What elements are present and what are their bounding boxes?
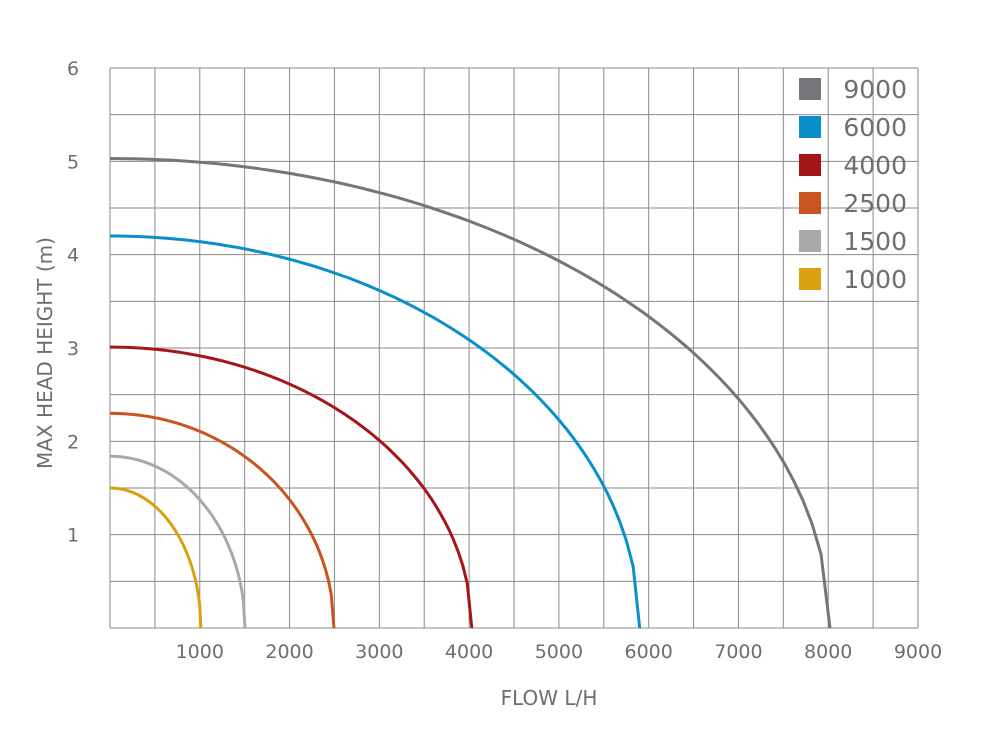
y-tick-label: 2 — [67, 431, 79, 453]
series-line-1000 — [110, 486, 203, 629]
x-tick-label: 9000 — [894, 641, 942, 663]
x-axis-label: FLOW L/H — [501, 686, 598, 710]
curves — [109, 157, 832, 629]
legend-label: 4000 — [843, 151, 907, 180]
x-tick-label: 8000 — [804, 641, 852, 663]
legend-swatch-4000 — [799, 154, 821, 176]
legend-swatch-9000 — [799, 78, 821, 100]
x-tick-labels: 1000 2000 3000 4000 5000 6000 7000 8000 9000 — [176, 641, 943, 663]
y-tick-label: 6 — [67, 58, 79, 80]
legend-label: 1000 — [843, 265, 907, 294]
legend-swatch-6000 — [799, 116, 821, 138]
x-tick-label: 5000 — [535, 641, 583, 663]
legend-swatch-1500 — [799, 230, 821, 252]
x-tick-label: 2000 — [265, 641, 313, 663]
x-tick-label: 6000 — [624, 641, 672, 663]
y-tick-label: 3 — [67, 338, 79, 360]
series-line-4000 — [110, 345, 474, 629]
y-tick-label: 1 — [67, 525, 79, 547]
x-tick-label: 1000 — [176, 641, 224, 663]
legend-swatch-1000 — [799, 268, 821, 290]
legend-label: 9000 — [843, 75, 907, 104]
legend-swatch-2500 — [799, 192, 821, 214]
series-line-9000 — [109, 157, 832, 629]
grid — [109, 67, 919, 629]
series-line-1500 — [110, 454, 247, 629]
y-axis-label: MAX HEAD HEIGHT (m) — [33, 237, 57, 469]
x-tick-label: 3000 — [355, 641, 403, 663]
series-line-2500 — [109, 411, 336, 629]
y-tick-label: 4 — [67, 245, 79, 267]
legend-label: 2500 — [843, 189, 907, 218]
x-tick-label: 4000 — [445, 641, 493, 663]
y-tick-labels: 1 2 3 4 5 6 — [67, 58, 79, 547]
x-tick-label: 7000 — [714, 641, 762, 663]
legend-label: 6000 — [843, 113, 907, 142]
legend-label: 1500 — [843, 227, 907, 256]
legend: 9000 6000 4000 2500 1500 1000 — [799, 75, 907, 294]
series-line-6000 — [110, 234, 642, 629]
y-tick-label: 5 — [67, 151, 79, 173]
